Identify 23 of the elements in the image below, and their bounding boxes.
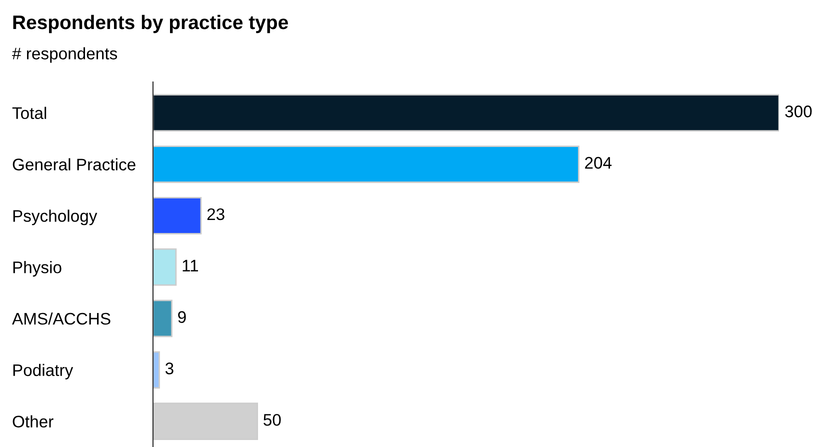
y-tick-label: AMS/ACCHS xyxy=(12,312,110,325)
bar xyxy=(153,146,580,183)
y-tick-label: General Practice xyxy=(12,158,136,170)
y-tick-label: Other xyxy=(12,415,54,428)
data-label: 11 xyxy=(182,260,198,272)
chart-title: Respondents by practice type xyxy=(13,14,288,34)
y-tick-label: Physio xyxy=(13,261,62,277)
data-label: 9 xyxy=(178,311,186,323)
bar xyxy=(153,248,177,286)
chart-subtitle: # respondents xyxy=(12,47,118,63)
data-label: 204 xyxy=(585,156,612,169)
data-label: 300 xyxy=(785,106,812,118)
y-tick-label: Podiatry xyxy=(13,364,74,380)
bar xyxy=(153,351,160,389)
y-tick-label: Psychology xyxy=(13,210,98,226)
bar xyxy=(153,196,202,234)
bar xyxy=(153,94,779,132)
y-tick-label: Total xyxy=(12,106,46,120)
data-label: 50 xyxy=(264,414,281,426)
bar xyxy=(153,402,258,440)
data-label: 3 xyxy=(165,362,174,374)
data-label: 23 xyxy=(207,208,224,220)
bar xyxy=(153,300,172,338)
